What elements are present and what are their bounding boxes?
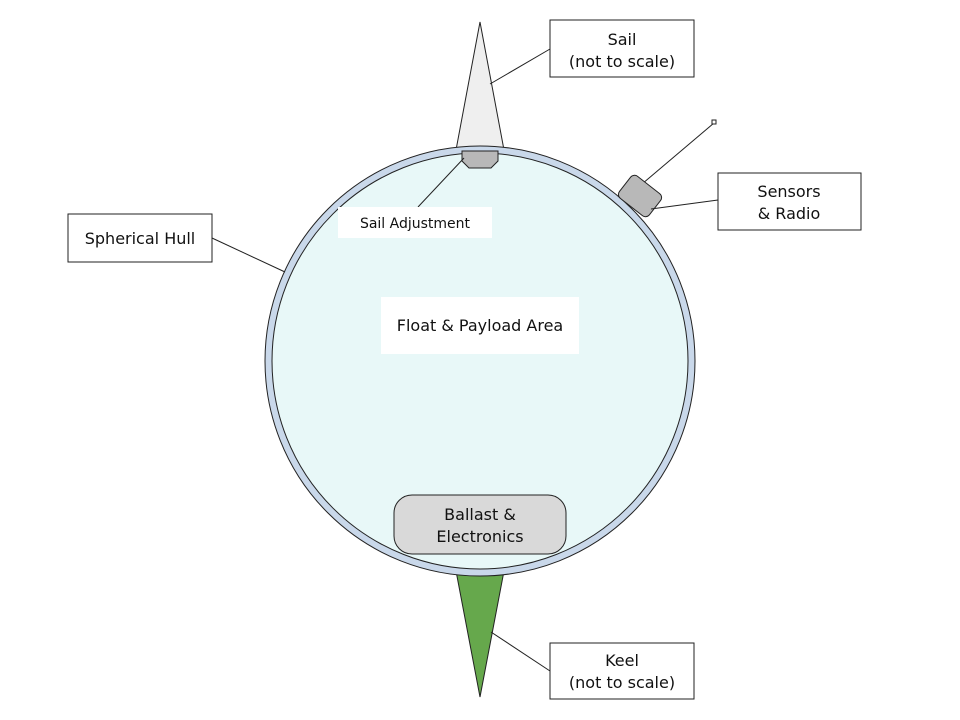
keel-callout-line1: Keel xyxy=(605,651,639,670)
sensors-callout-box xyxy=(717,172,862,231)
sail-adjustment-mount xyxy=(461,150,499,169)
hull-callout-box xyxy=(67,213,213,263)
antenna-tip xyxy=(711,119,717,125)
sensors-leader xyxy=(650,199,719,210)
keel xyxy=(455,570,505,698)
antenna xyxy=(641,122,715,185)
sensors-callout-line1: Sensors xyxy=(757,182,820,201)
sensors-radio-module xyxy=(617,174,663,218)
sail-adjustment-label-box xyxy=(338,207,492,238)
float-area-label-box xyxy=(381,297,579,354)
hull-leader xyxy=(211,237,286,273)
ballast-electronics-box xyxy=(393,494,567,555)
keel-leader xyxy=(490,631,551,672)
ballast-label-line1: Ballast & xyxy=(444,505,516,524)
keel-callout-box xyxy=(549,642,695,700)
keel-callout-line2: (not to scale) xyxy=(569,673,675,692)
sail-callout-box xyxy=(549,19,695,78)
sail xyxy=(455,21,505,151)
sail-adjustment-leader xyxy=(417,157,465,208)
sail-callout-line2: (not to scale) xyxy=(569,52,675,71)
float-area-label: Float & Payload Area xyxy=(397,316,563,335)
sail-leader xyxy=(489,48,551,85)
sail-callout-line1: Sail xyxy=(608,30,637,49)
hull-callout-label: Spherical Hull xyxy=(85,229,196,248)
ballast-label-line2: Electronics xyxy=(436,527,523,546)
sensors-callout-line2: & Radio xyxy=(758,204,821,223)
sail-adjustment-label: Sail Adjustment xyxy=(360,216,471,232)
